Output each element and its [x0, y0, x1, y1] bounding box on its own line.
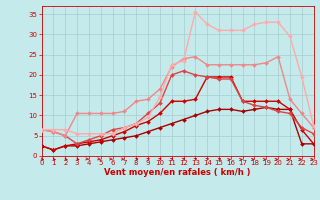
- X-axis label: Vent moyen/en rafales ( km/h ): Vent moyen/en rafales ( km/h ): [104, 168, 251, 177]
